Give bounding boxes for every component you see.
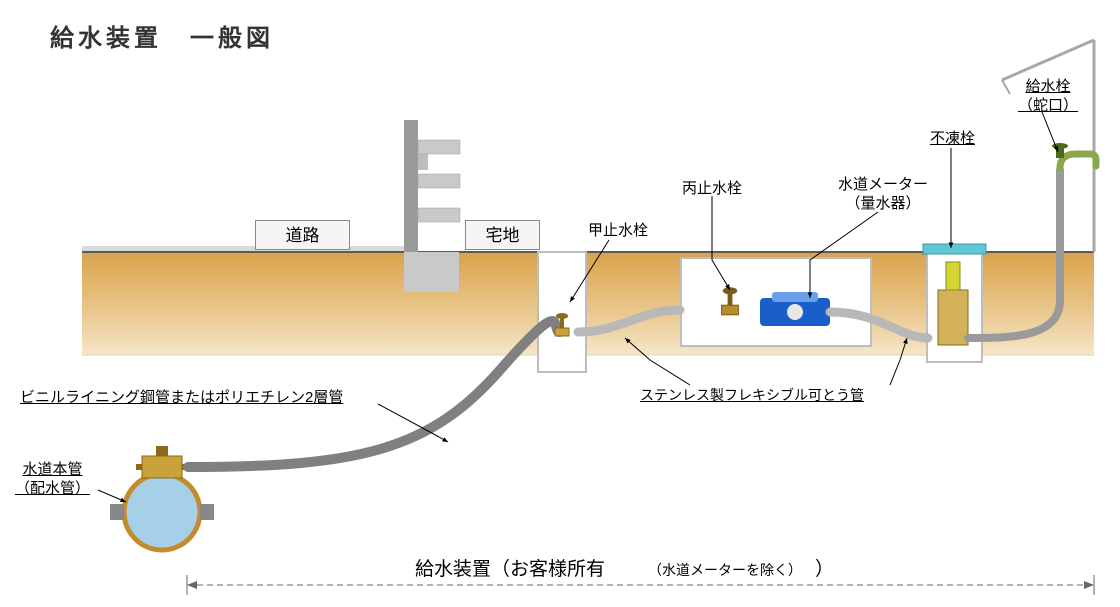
faucet-label: 給水栓 （蛇口） bbox=[1018, 78, 1078, 116]
diagram-title: 給水装置 一般図 bbox=[50, 18, 274, 53]
diagram-svg bbox=[0, 0, 1120, 607]
lot-label: 宅地 bbox=[486, 226, 520, 245]
main-pipe-label: 水道本管 （配水管） bbox=[15, 461, 90, 499]
lining-pipe-label: ビニルライニング鋼管またはポリエチレン2層管 bbox=[20, 389, 343, 408]
flex-pipe-label: ステンレス製フレキシブル可とう管 bbox=[640, 387, 864, 405]
ownership-label-2: （水道メーターを除く） bbox=[648, 562, 802, 580]
stop-c-label: 丙止水栓 bbox=[682, 180, 742, 199]
road-label-box: 道路 bbox=[255, 220, 350, 250]
antifreeze-label: 不凍栓 bbox=[930, 130, 975, 149]
lot-label-box: 宅地 bbox=[465, 220, 540, 250]
ownership-label-3: ） bbox=[815, 558, 834, 582]
stop-a-label: 甲止水栓 bbox=[588, 222, 648, 241]
ownership-label-1: 給水装置（お客様所有 bbox=[415, 558, 605, 582]
meter-label: 水道メーター （量水器） bbox=[838, 176, 928, 214]
road-label: 道路 bbox=[286, 226, 320, 245]
